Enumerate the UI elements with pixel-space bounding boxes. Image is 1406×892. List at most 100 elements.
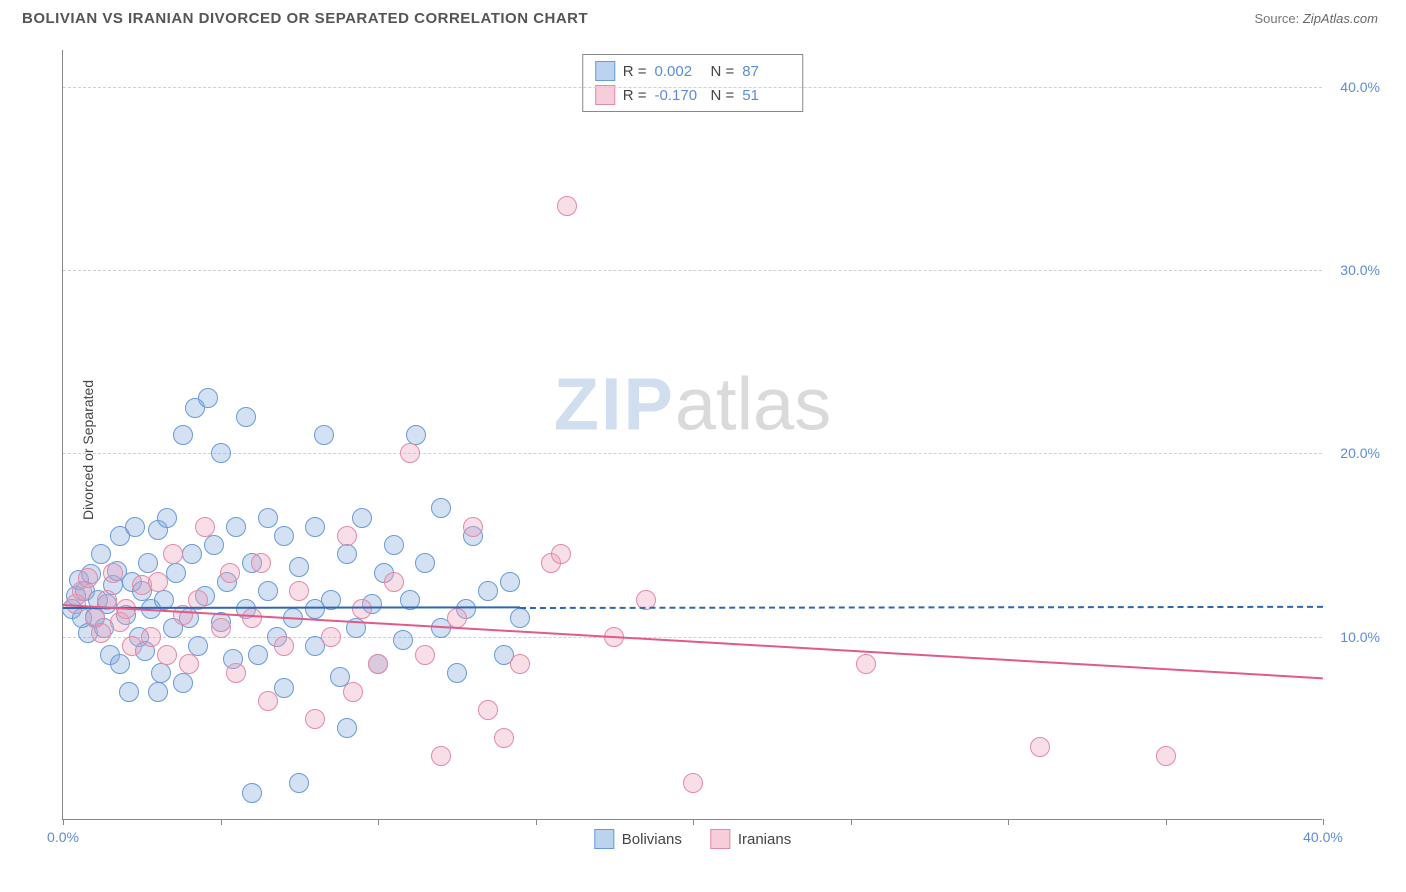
scatter-point xyxy=(91,623,111,643)
scatter-point xyxy=(289,581,309,601)
scatter-point xyxy=(384,572,404,592)
scatter-point xyxy=(289,773,309,793)
gridline-h xyxy=(63,270,1322,271)
scatter-point xyxy=(551,544,571,564)
stat-r-label: R = xyxy=(623,87,647,104)
x-tick xyxy=(1008,819,1009,825)
stats-row: R = 0.002 N = 87 xyxy=(595,59,791,83)
watermark: ZIPatlas xyxy=(554,361,831,446)
x-tick xyxy=(63,819,64,825)
scatter-point xyxy=(226,663,246,683)
scatter-point xyxy=(289,557,309,577)
scatter-point xyxy=(157,508,177,528)
source-attribution: Source: ZipAtlas.com xyxy=(1254,11,1378,26)
scatter-point xyxy=(337,526,357,546)
chart-title: BOLIVIAN VS IRANIAN DIVORCED OR SEPARATE… xyxy=(22,10,588,27)
scatter-point xyxy=(163,544,183,564)
scatter-point xyxy=(447,663,467,683)
x-tick xyxy=(1166,819,1167,825)
scatter-point xyxy=(494,728,514,748)
scatter-point xyxy=(431,498,451,518)
scatter-point xyxy=(119,682,139,702)
scatter-point xyxy=(248,645,268,665)
scatter-point xyxy=(78,568,98,588)
scatter-point xyxy=(91,544,111,564)
x-tick xyxy=(851,819,852,825)
x-tick xyxy=(1323,819,1324,825)
stat-n-label: N = xyxy=(711,63,735,80)
scatter-point xyxy=(431,746,451,766)
y-tick-label: 10.0% xyxy=(1340,629,1380,645)
scatter-point xyxy=(258,691,278,711)
gridline-h xyxy=(63,637,1322,638)
plot-area: ZIPatlas R =0.002N =87R =-0.170N =51 Bol… xyxy=(62,50,1322,820)
scatter-point xyxy=(198,388,218,408)
x-tick xyxy=(536,819,537,825)
y-tick-label: 30.0% xyxy=(1340,262,1380,278)
stat-r-value: 0.002 xyxy=(655,63,703,80)
scatter-point xyxy=(211,443,231,463)
scatter-point xyxy=(236,407,256,427)
scatter-point xyxy=(148,682,168,702)
correlation-stats-box: R =0.002N =87R =-0.170N =51 xyxy=(582,54,804,112)
scatter-point xyxy=(463,517,483,537)
scatter-point xyxy=(242,608,262,628)
scatter-point xyxy=(683,773,703,793)
gridline-h xyxy=(63,87,1322,88)
scatter-point xyxy=(557,196,577,216)
stat-r-label: R = xyxy=(623,63,647,80)
scatter-point xyxy=(337,544,357,564)
scatter-point xyxy=(141,627,161,647)
scatter-point xyxy=(211,618,231,638)
scatter-point xyxy=(856,654,876,674)
legend-swatch xyxy=(595,85,615,105)
scatter-point xyxy=(179,654,199,674)
scatter-point xyxy=(321,627,341,647)
scatter-point xyxy=(151,663,171,683)
scatter-point xyxy=(415,645,435,665)
scatter-point xyxy=(478,700,498,720)
scatter-point xyxy=(305,517,325,537)
scatter-point xyxy=(148,572,168,592)
scatter-point xyxy=(368,654,388,674)
scatter-point xyxy=(226,517,246,537)
x-tick xyxy=(221,819,222,825)
legend-swatch xyxy=(594,829,614,849)
scatter-point xyxy=(258,581,278,601)
series-legend: Bolivians Iranians xyxy=(594,829,791,849)
scatter-point xyxy=(258,508,278,528)
scatter-point xyxy=(478,581,498,601)
scatter-point xyxy=(173,425,193,445)
legend-item: Bolivians xyxy=(594,829,682,849)
scatter-point xyxy=(138,553,158,573)
scatter-point xyxy=(274,526,294,546)
scatter-point xyxy=(103,563,123,583)
scatter-point xyxy=(182,544,202,564)
scatter-point xyxy=(314,425,334,445)
scatter-point xyxy=(188,636,208,656)
scatter-point xyxy=(110,654,130,674)
scatter-point xyxy=(384,535,404,555)
scatter-point xyxy=(157,645,177,665)
scatter-point xyxy=(393,630,413,650)
scatter-point xyxy=(195,517,215,537)
legend-swatch xyxy=(595,61,615,81)
y-tick-label: 40.0% xyxy=(1340,79,1380,95)
scatter-point xyxy=(337,718,357,738)
stat-n-value: 87 xyxy=(742,63,790,80)
trend-line xyxy=(63,604,1323,679)
scatter-point xyxy=(400,443,420,463)
scatter-point xyxy=(173,673,193,693)
scatter-point xyxy=(251,553,271,573)
scatter-point xyxy=(343,682,363,702)
trend-line xyxy=(520,605,1323,608)
gridline-h xyxy=(63,453,1322,454)
legend-label: Iranians xyxy=(738,831,791,848)
scatter-point xyxy=(166,563,186,583)
legend-swatch xyxy=(710,829,730,849)
scatter-point xyxy=(415,553,435,573)
scatter-point xyxy=(1156,746,1176,766)
scatter-point xyxy=(305,709,325,729)
scatter-point xyxy=(125,517,145,537)
scatter-point xyxy=(204,535,224,555)
